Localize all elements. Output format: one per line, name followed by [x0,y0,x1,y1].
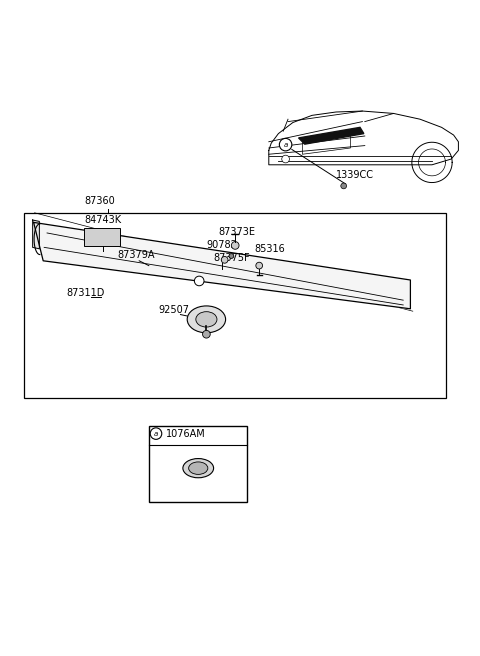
Circle shape [203,331,210,338]
Polygon shape [33,220,39,249]
Text: a: a [284,142,288,148]
Text: 87373E: 87373E [218,227,255,237]
Circle shape [231,241,239,249]
Bar [24,213,446,398]
Circle shape [279,138,292,151]
Text: 85316: 85316 [254,243,285,254]
Ellipse shape [196,312,217,327]
Circle shape [256,262,263,269]
Text: 92507: 92507 [158,304,190,315]
Text: 87375F: 87375F [214,253,250,263]
Circle shape [282,155,289,163]
Ellipse shape [183,459,214,478]
Bar [84,228,120,247]
Circle shape [341,183,347,189]
Bar [149,426,247,502]
Text: 87360: 87360 [84,195,115,205]
Polygon shape [34,222,410,309]
Circle shape [194,276,204,286]
Circle shape [150,428,162,440]
Text: 90782: 90782 [206,240,237,250]
Text: 1076AM: 1076AM [166,428,205,439]
Text: 87379A: 87379A [118,250,155,260]
Text: 87311D: 87311D [66,288,105,298]
Polygon shape [299,127,364,144]
Ellipse shape [187,306,226,333]
Text: a: a [154,430,158,437]
Circle shape [229,254,234,258]
Circle shape [221,256,228,263]
Text: 1339CC: 1339CC [336,170,374,180]
Text: 84743K: 84743K [84,215,121,225]
Ellipse shape [189,462,208,474]
